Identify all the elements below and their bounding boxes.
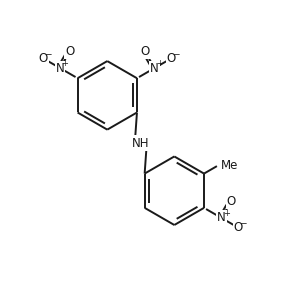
Text: O: O bbox=[65, 45, 74, 58]
Text: N: N bbox=[150, 62, 159, 74]
Text: N: N bbox=[217, 212, 226, 224]
Text: N: N bbox=[56, 62, 64, 74]
Text: O: O bbox=[226, 195, 236, 208]
Text: +: + bbox=[61, 59, 68, 68]
Text: O: O bbox=[39, 52, 48, 65]
Text: O: O bbox=[167, 52, 176, 65]
Text: −: − bbox=[239, 219, 247, 228]
Text: +: + bbox=[156, 59, 163, 68]
Text: Me: Me bbox=[221, 159, 239, 172]
Text: NH: NH bbox=[132, 136, 150, 150]
Text: −: − bbox=[44, 49, 52, 58]
Text: O: O bbox=[140, 45, 150, 58]
Text: +: + bbox=[223, 209, 230, 218]
Text: O: O bbox=[234, 221, 243, 234]
Text: −: − bbox=[172, 49, 180, 58]
